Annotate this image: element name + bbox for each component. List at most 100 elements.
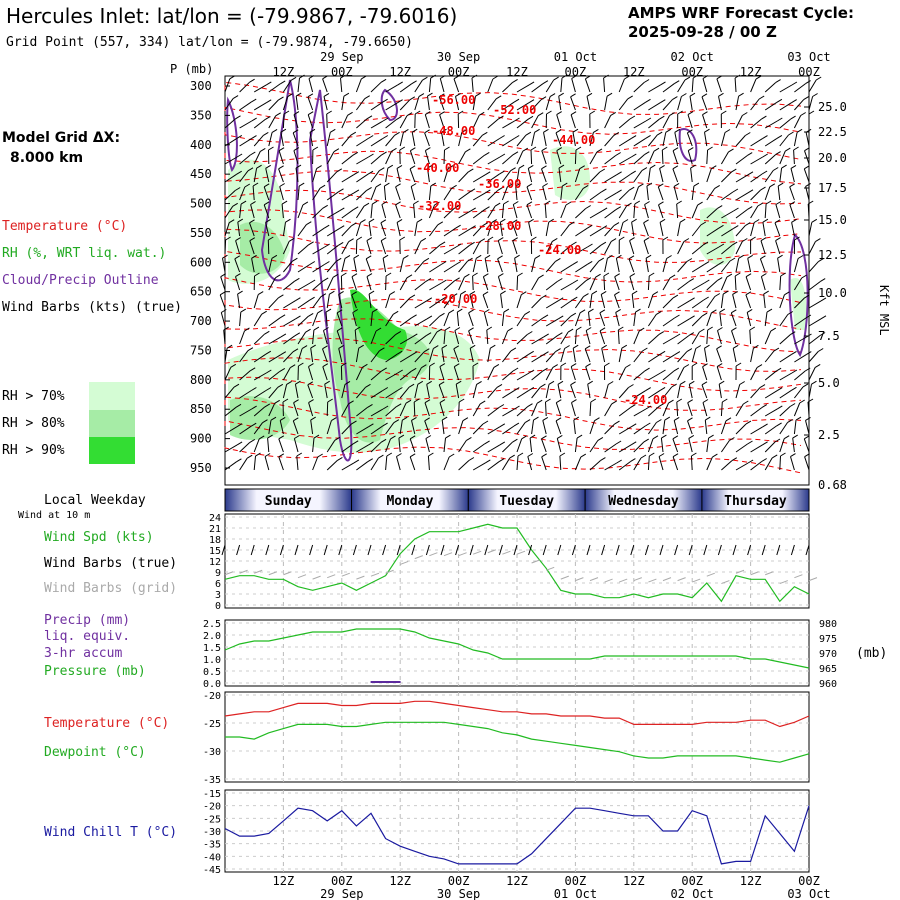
wind-barb-flag xyxy=(724,129,731,133)
wind-barb xyxy=(589,228,603,237)
grid-wind-barb xyxy=(268,571,277,576)
wind-barb xyxy=(326,401,329,417)
wind-barb xyxy=(312,246,325,255)
wind-barb xyxy=(794,99,805,111)
wind-barb xyxy=(282,222,286,237)
wind-barb xyxy=(701,384,708,399)
wind-barb-flag xyxy=(451,184,457,189)
surface-wind-barb xyxy=(469,544,474,556)
legend-liq-equiv: liq. equiv. xyxy=(44,629,130,644)
wind-barb xyxy=(687,420,693,435)
wind-barb-flag xyxy=(761,458,767,462)
wind-barb-flag xyxy=(812,93,818,97)
wind-barb xyxy=(399,402,407,417)
wind-barb xyxy=(691,299,704,309)
wind-barb xyxy=(720,132,726,147)
wind-barb xyxy=(559,455,562,471)
weekday-label: Tuesday xyxy=(499,494,554,509)
wind-barb-flag xyxy=(762,135,768,140)
wind-barb-flag xyxy=(638,327,645,332)
wind-barb xyxy=(719,312,722,327)
wind-barb-flag xyxy=(673,80,680,85)
wind-barb-flag xyxy=(409,165,416,170)
wind-barb xyxy=(633,120,647,129)
wind-barb xyxy=(775,204,781,219)
wind-barb-flag xyxy=(428,452,434,457)
wind-barb-flag xyxy=(260,147,266,152)
wind-barb xyxy=(441,420,445,435)
wind-barb-flag xyxy=(630,441,637,446)
top-date-label: 29 Sep xyxy=(320,50,363,64)
wind-barb-flag xyxy=(762,218,769,223)
wind-barb-flag xyxy=(244,327,250,332)
cycle-value: 2025-09-28 / 00 Z xyxy=(628,23,777,41)
wind-barb-flag xyxy=(536,399,543,404)
wind-barb xyxy=(779,134,789,147)
wind-barb-flag xyxy=(378,454,384,459)
wind-barb xyxy=(224,222,230,237)
wind-barb-flag xyxy=(265,350,272,355)
wind-barb xyxy=(589,440,599,453)
wind-barb xyxy=(691,331,700,345)
wind-barb xyxy=(677,222,681,237)
wind-barb-flag xyxy=(264,453,271,457)
wind-barb-flag xyxy=(641,167,648,172)
wind-barb xyxy=(385,151,392,165)
wind-barb-flag xyxy=(350,131,357,136)
grid-wind-barb xyxy=(502,550,511,555)
temperature-contour xyxy=(224,446,802,474)
wind-barb xyxy=(807,401,810,417)
wind-barb xyxy=(414,96,420,111)
wind-barb xyxy=(502,390,515,399)
wind-barb xyxy=(545,335,558,345)
wind-barb-flag xyxy=(387,164,394,169)
wind-barb-flag xyxy=(601,225,608,230)
wind-barb xyxy=(750,407,763,417)
wind-barb xyxy=(803,438,810,453)
wind-barb xyxy=(455,96,460,111)
wind-barb xyxy=(589,132,594,147)
wind-panel-ytick: 15 xyxy=(209,546,221,557)
wind-barb xyxy=(385,372,398,381)
wind-barb-flag xyxy=(775,201,782,205)
wind-barb-flag xyxy=(599,168,606,173)
wind-barb xyxy=(658,456,664,471)
wind-barb xyxy=(414,281,427,291)
wind-barb-flag xyxy=(629,273,636,278)
wind-barb xyxy=(659,168,664,183)
wind-barb-flag xyxy=(712,453,718,458)
wind-barb xyxy=(396,222,401,237)
wind-barb-flag xyxy=(290,76,297,81)
wind-barb xyxy=(516,134,527,147)
wind-barb xyxy=(662,297,674,309)
wind-barb xyxy=(385,438,391,453)
wind-barb-flag xyxy=(396,218,403,223)
wind-barb-flag xyxy=(392,310,399,315)
wind-barb-flag xyxy=(672,96,678,101)
wind-barb xyxy=(487,367,495,381)
wind-barb xyxy=(604,443,617,453)
wind-barb xyxy=(235,240,241,255)
wind-barb-flag xyxy=(381,367,387,372)
wind-barb xyxy=(458,260,468,273)
wind-barb-flag xyxy=(517,272,523,277)
surface-wind-barb xyxy=(396,544,401,556)
wind-barb-flag xyxy=(757,202,764,207)
wind-barb-flag xyxy=(498,404,505,408)
wind-barb xyxy=(224,173,237,183)
wind-barb-flag xyxy=(229,75,236,80)
wind-barb-flag xyxy=(307,93,314,98)
wind-barb-flag xyxy=(703,296,709,301)
wind-barb-flag xyxy=(411,80,417,85)
wind-barb xyxy=(341,209,354,219)
wind-barb xyxy=(383,186,387,201)
wind-barb-flag xyxy=(688,332,695,337)
wind-barb-flag xyxy=(585,327,592,331)
wind-barb-flag xyxy=(597,436,604,441)
wind-barb xyxy=(341,462,355,471)
wind-barb-flag xyxy=(747,459,754,464)
wind-barb-flag xyxy=(308,241,314,246)
surface-wind-barb xyxy=(542,544,547,556)
wind-barb-flag xyxy=(367,458,373,463)
